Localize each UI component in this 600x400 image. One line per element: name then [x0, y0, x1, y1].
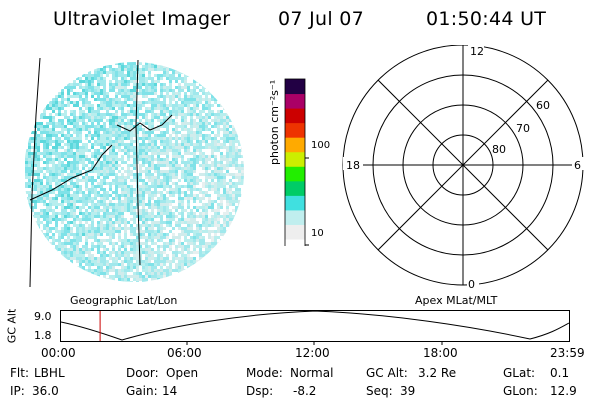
time-label: 01:50:44 UT: [426, 8, 547, 30]
colorbar-segment: [285, 209, 305, 225]
timeline-right-title: Apex MLat/MLT: [415, 294, 498, 307]
polar-mlt-plot: 12 18 6 0 60 70 80: [342, 45, 584, 290]
meta-value-door: Open: [166, 366, 199, 380]
meta-value-gc-alt: 3.2 Re: [418, 366, 457, 380]
mlt-label-12: 12: [470, 45, 484, 58]
timeline-ytick-9: 9.0: [34, 310, 52, 323]
mlt-label-18: 18: [346, 159, 360, 172]
meta-label-glat: GLat:: [503, 366, 536, 380]
colorbar-segment: [285, 166, 305, 182]
geographic-grid-lines: [29, 57, 173, 288]
meta-value-dsp: -8.2: [293, 384, 317, 398]
meta-label-flt: Flt:: [10, 366, 29, 380]
colorbar-tick-10: 10: [311, 228, 324, 239]
colorbar-segment: [285, 180, 305, 196]
meta-value-gain: 14: [162, 384, 178, 398]
timeline-xtick-1200: 12:00: [295, 346, 330, 360]
auroral-image: [25, 57, 244, 288]
orbit-altitude-timeline: [60, 310, 570, 345]
timeline-left-title: Geographic Lat/Lon: [70, 294, 178, 307]
meta-value-glon: 12.9: [550, 384, 577, 398]
timeline-xtick-1800: 18:00: [423, 346, 458, 360]
mlt-label-6: 6: [574, 159, 581, 172]
timeline-ylabel: GC Alt: [5, 308, 19, 344]
meta-label-dsp: Dsp:: [246, 384, 274, 398]
timeline-xtick-2359: 23:59: [550, 346, 585, 360]
date-label: 07 Jul 07: [278, 8, 365, 30]
meta-label-door: Door:: [126, 366, 159, 380]
meta-label-gc-alt: GC Alt:: [366, 366, 408, 380]
colorbar-label-anchor: photon cm⁻²s⁻¹: [268, 80, 282, 166]
meta-label-glon: GLon:: [503, 384, 538, 398]
mlt-label-0: 0: [468, 278, 475, 290]
colorbar-segment: [285, 195, 305, 211]
color-scale-bar: [284, 78, 309, 246]
lat-label-70: 70: [516, 122, 530, 135]
meta-label-mode: Mode:: [246, 366, 283, 380]
instrument-title: Ultraviolet Imager: [53, 8, 231, 30]
meta-value-ip: 36.0: [32, 384, 59, 398]
timeline-xtick-0600: 06:00: [167, 346, 202, 360]
colorbar-segment: [285, 93, 305, 109]
meta-value-glat: 0.1: [550, 366, 570, 380]
meta-label-ip: IP:: [10, 384, 25, 398]
lat-label-60: 60: [536, 99, 550, 112]
uv-intensity-pixels: [25, 62, 244, 282]
timeline-ylabel-anchor: GC Alt: [6, 309, 19, 344]
meta-value-flt: LBHL: [34, 366, 65, 380]
colorbar-unit-label: photon cm⁻²s⁻¹: [268, 79, 281, 165]
colorbar-segment: [285, 137, 305, 153]
colorbar-segment: [285, 224, 305, 240]
timeline-ytick-1-8: 1.8: [34, 329, 52, 342]
lat-label-80: 80: [492, 143, 506, 156]
colorbar-segment: [285, 122, 305, 138]
meta-label-gain: Gain:: [126, 384, 158, 398]
meta-label-seq: Seq:: [366, 384, 393, 398]
colorbar-segment: [285, 151, 305, 167]
timeline-xtick-0000: 00:00: [41, 346, 76, 360]
meta-value-seq: 39: [400, 384, 416, 398]
colorbar-segment: [285, 79, 305, 95]
colorbar-tick-100: 100: [311, 140, 331, 151]
meta-value-mode: Normal: [290, 366, 334, 380]
colorbar-segment: [285, 108, 305, 124]
